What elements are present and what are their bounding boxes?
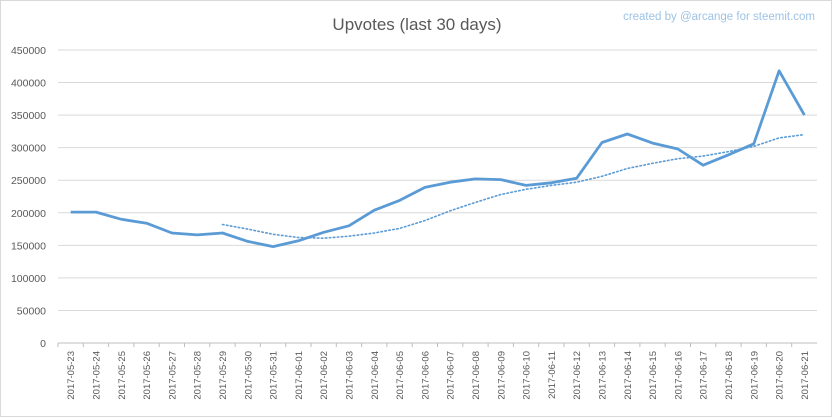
x-tick-label: 2017-06-17 (699, 351, 710, 400)
x-tick-label: 2017-05-23 (66, 351, 77, 400)
y-tick-label: 300000 (11, 143, 46, 155)
x-tick-label: 2017-06-09 (496, 351, 507, 400)
trend-line (221, 133, 806, 239)
y-tick-label: 150000 (11, 240, 46, 252)
x-tick-label: 2017-06-12 (572, 351, 583, 400)
series-lines (70, 69, 806, 249)
x-tick-label: 2017-05-30 (243, 351, 254, 400)
x-tick-label: 2017-06-03 (344, 351, 355, 400)
y-axis: 0 50000 100000 150000 200000 250000 300000 3500… (11, 45, 46, 350)
x-tick-label: 2017-06-20 (775, 351, 786, 400)
x-tick-label: 2017-05-31 (269, 351, 280, 400)
x-tick-label: 2017-06-07 (446, 351, 457, 400)
x-tick-label: 2017-06-14 (623, 351, 634, 400)
x-tick-label: 2017-05-25 (117, 351, 128, 400)
x-tick-label: 2017-06-02 (319, 351, 330, 400)
y-tick-label: 0 (40, 338, 46, 350)
x-tick-label: 2017-06-04 (370, 351, 381, 400)
x-tick-label: 2017-06-05 (395, 351, 406, 400)
watermark-credit: created by @arcange for steemit.com (623, 11, 815, 23)
x-axis: 2017-05-23 2017-05-24 2017-05-25 2017-05-26… (57, 342, 817, 400)
x-tick-label: 2017-06-15 (648, 351, 659, 400)
x-tick-label: 2017-06-16 (673, 351, 684, 400)
y-tick-label: 50000 (17, 305, 46, 317)
y-tick-label: 250000 (11, 175, 46, 187)
y-tick-label: 200000 (11, 208, 46, 220)
x-tick-label: 2017-05-26 (142, 351, 153, 400)
x-tick-label: 2017-06-01 (294, 351, 305, 400)
x-tick-label: 2017-05-28 (193, 351, 204, 400)
upvotes-line (70, 69, 806, 249)
x-tick-label: 2017-05-24 (91, 351, 102, 400)
x-tick-label: 2017-06-08 (471, 351, 482, 400)
x-tick-label: 2017-05-29 (218, 351, 229, 400)
y-tick-label: 100000 (11, 273, 46, 285)
x-tick-label: 2017-05-27 (167, 351, 178, 400)
y-tick-label: 400000 (11, 78, 46, 90)
gridlines (58, 49, 817, 344)
chart-title: Upvotes (last 30 days) (332, 15, 501, 34)
x-tick-label: 2017-06-11 (547, 351, 558, 399)
x-tick-label: 2017-06-13 (597, 351, 608, 400)
x-tick-label: 2017-06-21 (800, 351, 811, 400)
x-tick-label: 2017-06-19 (749, 351, 760, 400)
x-tick-label: 2017-06-18 (724, 351, 735, 400)
x-tick-label: 2017-06-10 (522, 351, 533, 400)
x-tick-label: 2017-06-06 (420, 351, 431, 400)
y-tick-label: 450000 (11, 45, 46, 57)
y-tick-label: 350000 (11, 110, 46, 122)
